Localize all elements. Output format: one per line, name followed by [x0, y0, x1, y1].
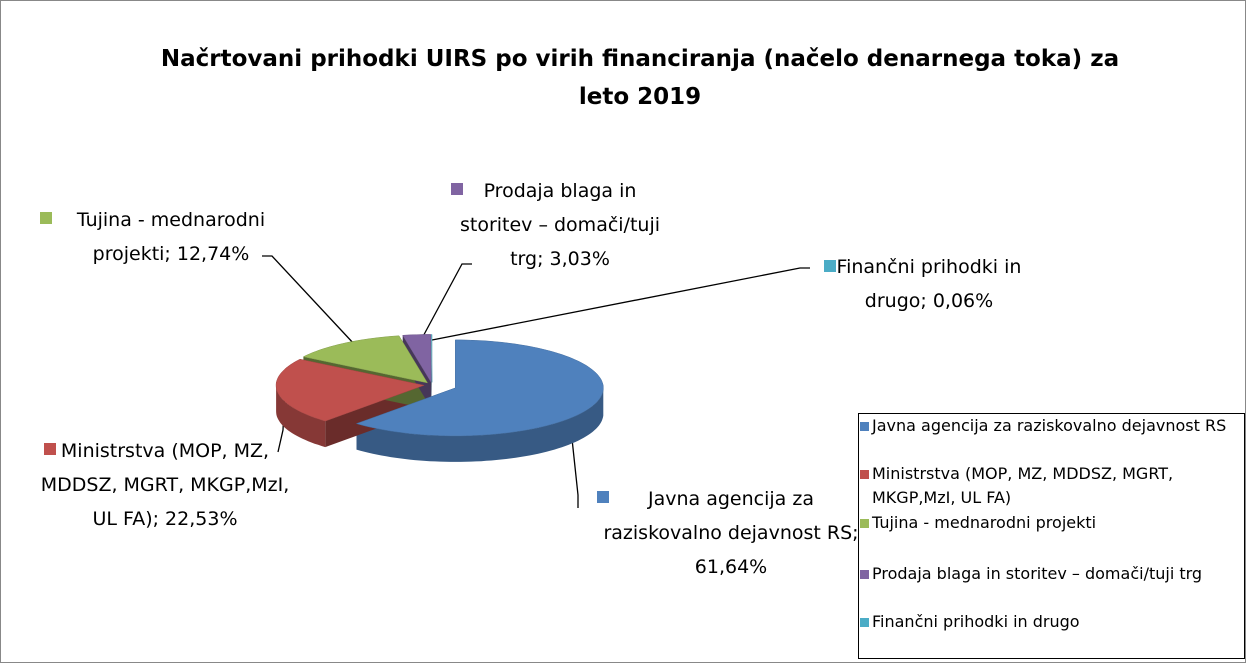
- data-label: Prodaja blaga in storitev – domači/tuji …: [459, 180, 661, 270]
- leader-lines: [262, 255, 810, 508]
- data-label-marker: [44, 443, 56, 455]
- pie-tops: [275, 334, 604, 437]
- data-label-marker: [597, 491, 609, 503]
- slice: [402, 334, 432, 384]
- slice-side: [356, 387, 604, 462]
- data-label: Finančni prihodki in drugo; 0,06%: [836, 256, 1022, 312]
- leader-line: [431, 267, 810, 341]
- slice: [431, 334, 433, 383]
- legend-entry: Prodaja blaga in storitev – domači/tuji …: [872, 564, 1203, 583]
- slice: [275, 358, 426, 422]
- data-label-marker: [40, 212, 52, 224]
- legend-entry: Finančni prihodki in drugo: [872, 612, 1080, 631]
- slice-side: [276, 385, 326, 448]
- leader-line: [262, 255, 356, 346]
- data-label: Javna agencija za raziskovalno dejavnost…: [603, 488, 859, 578]
- chart-title: Načrtovani prihodki UIRS po virih financ…: [160, 46, 1120, 110]
- legend-marker: [860, 422, 869, 431]
- legend-marker: [860, 470, 869, 479]
- leader-line: [419, 263, 472, 343]
- data-label: Tujina - mednarodni projekti; 12,74%: [76, 209, 266, 265]
- data-label-marker: [824, 260, 836, 272]
- legend-marker: [860, 570, 869, 579]
- legend-entry: Javna agencija za raziskovalno dejavnost…: [872, 416, 1227, 435]
- legend: [858, 413, 1245, 659]
- leader-line: [569, 419, 579, 508]
- data-label-marker: [451, 183, 463, 195]
- legend-marker: [860, 618, 869, 627]
- data-label: Ministrstva (MOP, MZ, MDDSZ, MGRT, MKGP,…: [40, 440, 290, 530]
- legend-entry: Ministrstva (MOP, MZ, MDDSZ, MGRT, MKGP,…: [872, 464, 1174, 507]
- legend-entry: Tujina - mednarodni projekti: [872, 513, 1097, 532]
- slice: [355, 339, 604, 437]
- slice: [302, 335, 429, 384]
- legend-marker: [860, 519, 869, 528]
